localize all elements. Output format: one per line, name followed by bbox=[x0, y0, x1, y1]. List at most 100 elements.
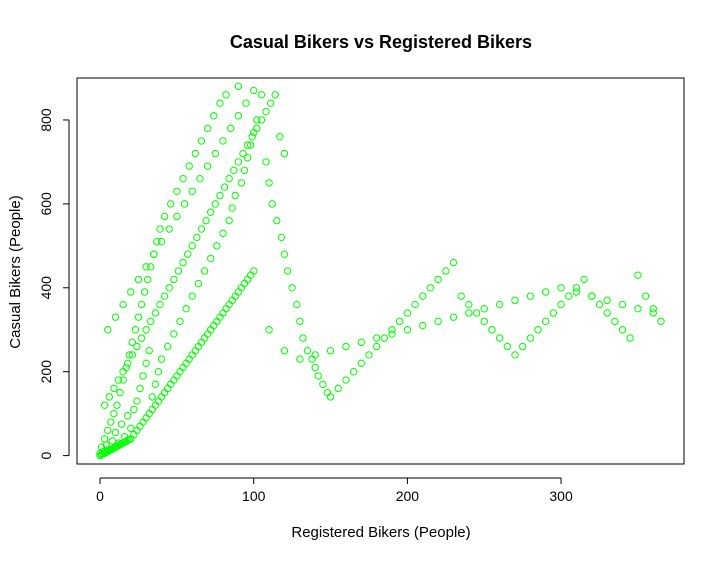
scatter-point bbox=[156, 300, 164, 309]
chart-title: Casual Bikers vs Registered Bikers bbox=[230, 32, 532, 52]
scatter-point bbox=[134, 275, 143, 284]
scatter-point bbox=[216, 99, 224, 107]
scatter-point bbox=[442, 267, 450, 275]
scatter-point bbox=[603, 309, 611, 317]
scatter-point bbox=[283, 267, 292, 275]
scatter-point bbox=[396, 317, 404, 326]
scatter-point bbox=[342, 342, 350, 351]
x-tick-label-1: 100 bbox=[242, 488, 266, 504]
scatter-point bbox=[137, 334, 146, 342]
y-axis: 0 200 400 600 800 bbox=[38, 108, 70, 460]
scatter-point bbox=[125, 351, 133, 359]
scatter-point bbox=[349, 367, 358, 376]
y-axis-label: Casual Bikers (People) bbox=[7, 195, 24, 348]
scatter-point bbox=[277, 233, 286, 242]
scatter-point bbox=[203, 124, 212, 133]
scatter-point bbox=[128, 338, 137, 347]
scatter-point bbox=[133, 342, 141, 351]
scatter-point bbox=[434, 317, 442, 326]
scatter-point bbox=[173, 187, 181, 195]
scatter-point bbox=[257, 116, 266, 124]
scatter-point bbox=[634, 305, 642, 313]
scatter-point bbox=[280, 347, 289, 355]
scatter-point bbox=[124, 359, 132, 368]
scatter-point bbox=[266, 99, 275, 107]
y-tick-label-3: 600 bbox=[38, 192, 54, 216]
scatter-point bbox=[246, 141, 255, 149]
scatter-point bbox=[257, 91, 266, 99]
scatter-point bbox=[641, 292, 650, 300]
scatter-point bbox=[503, 342, 511, 351]
scatter-point bbox=[220, 183, 229, 191]
scatter-point bbox=[105, 393, 113, 401]
scatter-point bbox=[276, 133, 284, 141]
scatter-point bbox=[117, 420, 126, 428]
scatter-point bbox=[100, 435, 109, 443]
scatter-point bbox=[403, 309, 412, 317]
scatter-point bbox=[299, 334, 307, 342]
scatter-point bbox=[288, 284, 296, 292]
scatter-point bbox=[572, 288, 581, 296]
scatter-point bbox=[480, 305, 488, 313]
scatter-point bbox=[127, 424, 135, 433]
scatter-point bbox=[419, 321, 427, 330]
scatter-point bbox=[657, 317, 665, 326]
scatter-point bbox=[434, 275, 442, 284]
scatter-point bbox=[511, 351, 519, 359]
scatter-point bbox=[603, 296, 611, 305]
scatter-point bbox=[165, 284, 173, 292]
scatter-point bbox=[156, 225, 164, 233]
scatter-point bbox=[219, 229, 227, 237]
scatter-point bbox=[565, 292, 573, 300]
scatter-point bbox=[449, 313, 458, 321]
scatter-point bbox=[97, 443, 106, 451]
scatter-point bbox=[262, 158, 270, 166]
scatter-point bbox=[388, 326, 396, 334]
scatter-point bbox=[196, 174, 204, 183]
scatter-point bbox=[357, 338, 365, 347]
scatter-point bbox=[128, 351, 137, 359]
scatter-point bbox=[151, 380, 160, 388]
scatter-point bbox=[133, 397, 141, 405]
scatter-point bbox=[131, 326, 140, 334]
scatter-point bbox=[167, 200, 175, 208]
scatter-point bbox=[649, 309, 657, 317]
scatter-point bbox=[465, 309, 473, 317]
scatter-point bbox=[237, 179, 246, 187]
plot-area-frame bbox=[76, 77, 685, 465]
scatter-point bbox=[365, 351, 373, 359]
scatter-point bbox=[108, 437, 117, 445]
scatter-point bbox=[250, 267, 258, 275]
scatter-point bbox=[495, 300, 504, 309]
y-tick-label-4: 800 bbox=[38, 108, 54, 132]
scatter-point bbox=[588, 292, 596, 300]
scatter-point bbox=[228, 204, 236, 212]
scatter-point bbox=[130, 405, 138, 414]
scatter-point bbox=[419, 292, 427, 300]
scatter-point bbox=[210, 112, 218, 120]
scatter-point bbox=[160, 212, 169, 221]
scatter-point bbox=[495, 334, 504, 342]
scatter-point bbox=[518, 342, 527, 351]
scatter-point bbox=[572, 284, 581, 292]
scatter-point bbox=[110, 384, 118, 393]
scatter-point bbox=[243, 154, 252, 162]
scatter-point bbox=[449, 258, 458, 267]
scatter-point bbox=[611, 317, 619, 326]
y-tick-label-2: 400 bbox=[38, 276, 54, 300]
scatter-point bbox=[151, 309, 160, 317]
scatter-point bbox=[242, 99, 250, 107]
scatter-point bbox=[114, 376, 123, 384]
x-axis: 0 100 200 300 bbox=[96, 477, 573, 504]
scatter-point bbox=[111, 313, 120, 321]
scatter-point bbox=[176, 317, 184, 326]
scatter-point bbox=[234, 112, 243, 120]
scatter-point bbox=[206, 254, 215, 263]
scatter-point bbox=[216, 191, 224, 200]
scatter-point bbox=[160, 292, 169, 300]
scatter-point bbox=[211, 200, 220, 208]
scatter-point bbox=[191, 149, 200, 158]
scatter-point bbox=[188, 242, 196, 250]
x-tick-label-2: 200 bbox=[396, 488, 420, 504]
